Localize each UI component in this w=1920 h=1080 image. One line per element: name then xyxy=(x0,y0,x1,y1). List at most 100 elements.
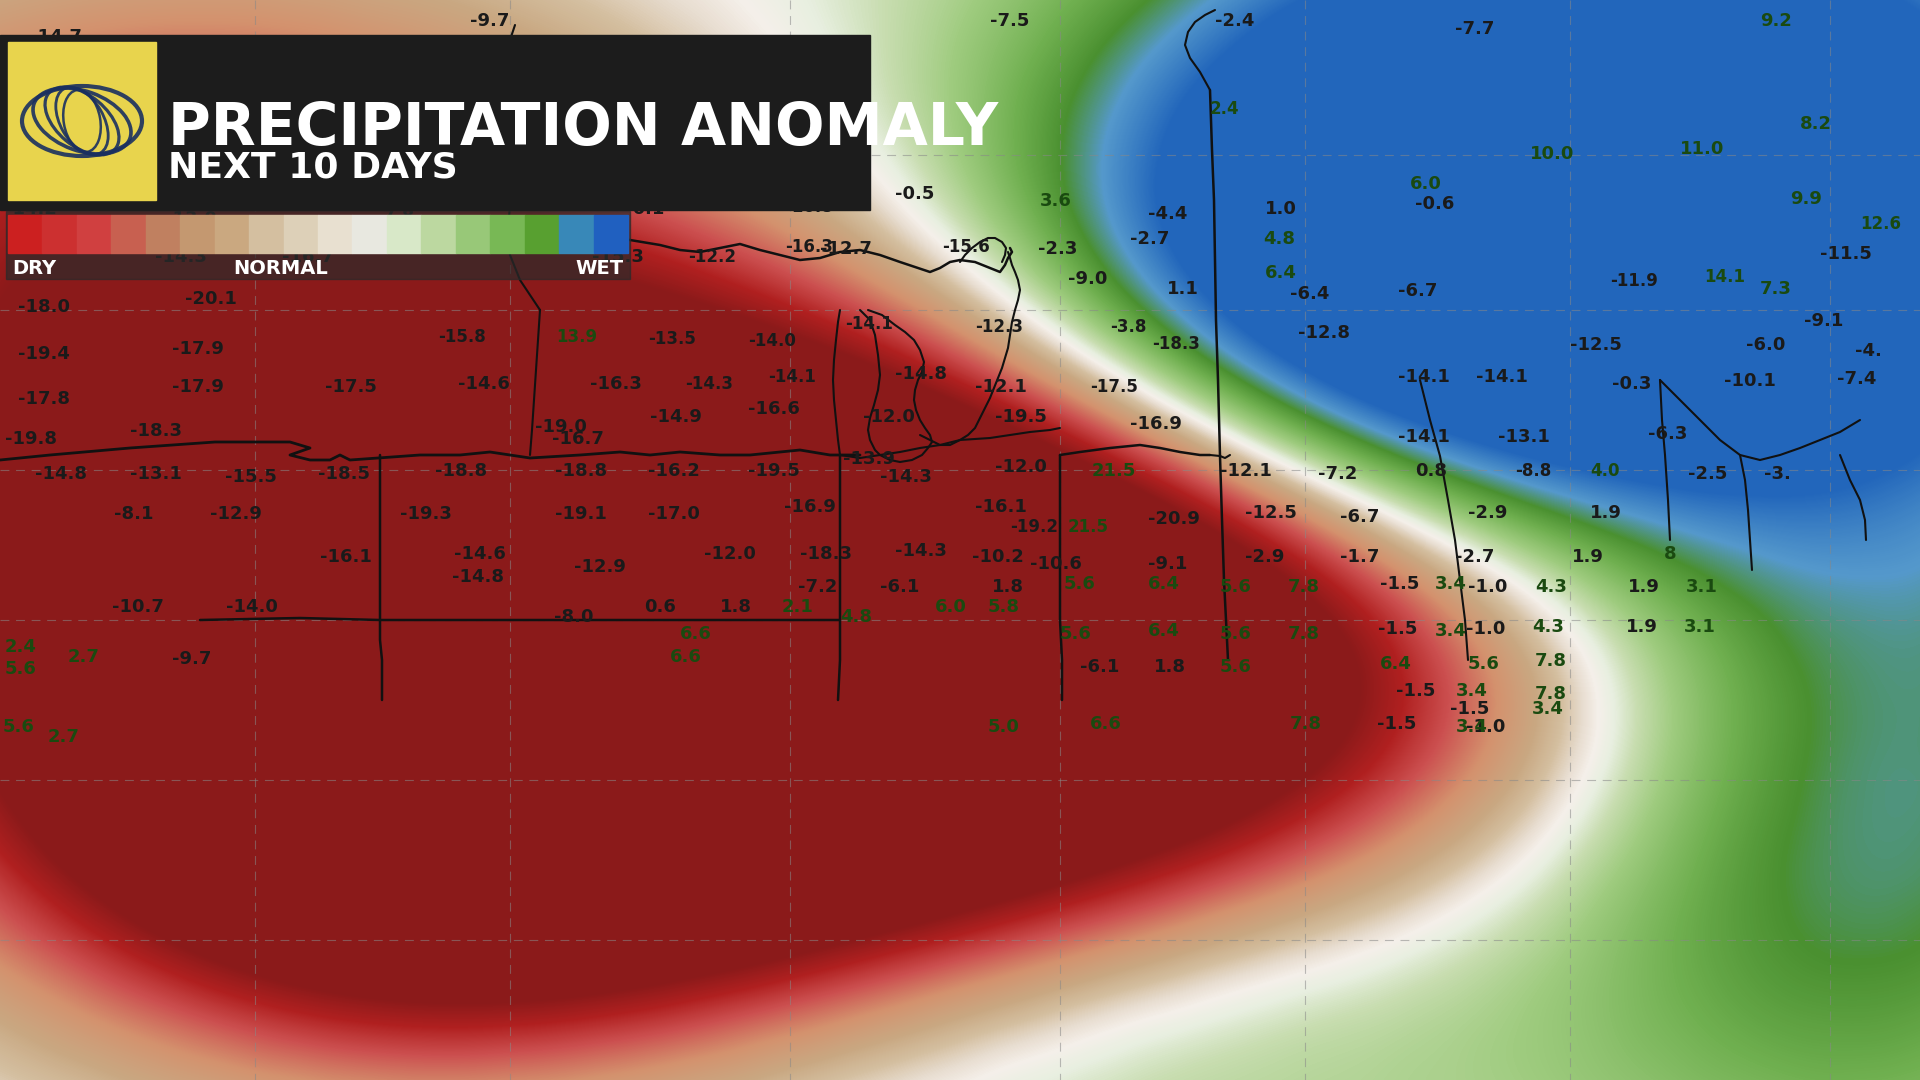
Text: -6.7: -6.7 xyxy=(1340,508,1379,526)
Text: 9.2: 9.2 xyxy=(1761,12,1791,30)
Text: -14.8: -14.8 xyxy=(895,365,947,383)
Text: -9.7: -9.7 xyxy=(173,650,211,669)
Text: -3.8: -3.8 xyxy=(1110,318,1146,336)
Text: 21.5: 21.5 xyxy=(1068,518,1110,536)
Text: 6.6: 6.6 xyxy=(670,648,703,666)
Text: -15.6: -15.6 xyxy=(943,238,989,256)
Text: 0.6: 0.6 xyxy=(643,598,676,616)
Text: 4.0: 4.0 xyxy=(1590,462,1619,480)
Text: 6.4: 6.4 xyxy=(1380,654,1411,673)
Text: -12.9: -12.9 xyxy=(574,558,626,576)
Text: -17.5: -17.5 xyxy=(324,378,376,396)
Text: -14.9: -14.9 xyxy=(651,408,703,426)
Text: 3.6: 3.6 xyxy=(1041,192,1071,210)
Text: -1.5: -1.5 xyxy=(1396,681,1436,700)
Text: -12.5: -12.5 xyxy=(1244,504,1296,522)
Text: -2.9: -2.9 xyxy=(1244,548,1284,566)
Bar xyxy=(353,215,388,253)
Text: -16.6: -16.6 xyxy=(749,400,801,418)
Text: 3.4: 3.4 xyxy=(1532,700,1565,718)
Bar xyxy=(8,215,42,253)
Text: -17.9: -17.9 xyxy=(173,378,225,396)
Text: -14.3: -14.3 xyxy=(895,542,947,561)
Text: -14.8: -14.8 xyxy=(35,465,86,483)
Text: -6.0: -6.0 xyxy=(1745,336,1786,354)
Text: 6.6: 6.6 xyxy=(680,625,712,643)
Text: 6.4: 6.4 xyxy=(1148,622,1181,640)
Bar xyxy=(180,215,215,253)
Text: 4.3: 4.3 xyxy=(1534,578,1567,596)
Text: -19.1: -19.1 xyxy=(555,505,607,523)
Text: NEXT 10 DAYS: NEXT 10 DAYS xyxy=(169,150,457,184)
Text: -16.1: -16.1 xyxy=(975,498,1027,516)
Text: -6.7: -6.7 xyxy=(1398,282,1438,300)
Text: 7.8: 7.8 xyxy=(1534,685,1567,703)
Text: -9.1: -9.1 xyxy=(1148,555,1187,573)
Text: 4.8: 4.8 xyxy=(1263,230,1294,248)
Text: -14.3: -14.3 xyxy=(685,375,733,393)
Text: 4.8: 4.8 xyxy=(841,608,872,626)
Bar xyxy=(524,215,559,253)
Text: -12.2: -12.2 xyxy=(687,248,735,266)
Text: -18.8: -18.8 xyxy=(436,462,488,480)
Text: DRY: DRY xyxy=(12,259,56,278)
Text: 2.1: 2.1 xyxy=(781,598,814,616)
Text: -12.3: -12.3 xyxy=(975,318,1023,336)
Bar xyxy=(0,35,870,210)
Text: -14.6: -14.6 xyxy=(459,375,511,393)
Text: -16.9: -16.9 xyxy=(1131,415,1183,433)
Bar xyxy=(250,215,284,253)
Text: -7.7: -7.7 xyxy=(1455,21,1494,38)
Text: 6.6: 6.6 xyxy=(1091,715,1121,733)
Text: -7.5: -7.5 xyxy=(991,12,1029,30)
Text: -12.0: -12.0 xyxy=(862,408,914,426)
Text: -17.9: -17.9 xyxy=(173,340,225,357)
Text: -14.1: -14.1 xyxy=(768,368,816,386)
Text: -9.1: -9.1 xyxy=(1805,312,1843,330)
Bar xyxy=(455,215,490,253)
Text: -10.7: -10.7 xyxy=(111,598,163,616)
Text: -6.1: -6.1 xyxy=(879,578,920,596)
Text: 13.9: 13.9 xyxy=(557,328,597,346)
Text: -19.4: -19.4 xyxy=(17,345,69,363)
Text: -2.7: -2.7 xyxy=(1455,548,1494,566)
Text: -10.8: -10.8 xyxy=(785,198,833,216)
Text: 3.4: 3.4 xyxy=(1455,681,1488,700)
Text: 2.7: 2.7 xyxy=(48,728,81,746)
Text: -12.9: -12.9 xyxy=(209,505,261,523)
Text: -1.0: -1.0 xyxy=(1469,578,1507,596)
Text: -2.3: -2.3 xyxy=(1039,240,1077,258)
Text: -20.1: -20.1 xyxy=(184,291,236,308)
Text: -12.7: -12.7 xyxy=(820,240,872,258)
Text: -7.4: -7.4 xyxy=(1837,370,1876,388)
Text: 5.0: 5.0 xyxy=(989,718,1020,735)
Text: -11.9: -11.9 xyxy=(1611,272,1657,291)
Text: -1.0: -1.0 xyxy=(1467,620,1505,638)
Text: -14.8: -14.8 xyxy=(15,240,67,258)
Text: 1.9: 1.9 xyxy=(1572,548,1603,566)
Text: -20.9: -20.9 xyxy=(1148,510,1200,528)
Text: -16.9: -16.9 xyxy=(783,498,835,516)
Text: 5.6: 5.6 xyxy=(1219,658,1252,676)
Text: -3.: -3. xyxy=(1764,465,1791,483)
Text: -9.6: -9.6 xyxy=(457,240,495,258)
Text: 1.8: 1.8 xyxy=(993,578,1023,596)
Text: -12.0: -12.0 xyxy=(995,458,1046,476)
Text: -7.2: -7.2 xyxy=(799,578,837,596)
Text: 5.6: 5.6 xyxy=(1469,654,1500,673)
Text: -15.3: -15.3 xyxy=(591,248,643,266)
Text: 3.4: 3.4 xyxy=(1434,622,1467,640)
Text: 6.4: 6.4 xyxy=(1148,575,1181,593)
Text: 5.6: 5.6 xyxy=(1060,625,1092,643)
Bar xyxy=(593,215,628,253)
Text: -6.4: -6.4 xyxy=(1290,285,1329,303)
Text: -0.5: -0.5 xyxy=(895,185,935,203)
Text: PRECIPITATION ANOMALY: PRECIPITATION ANOMALY xyxy=(169,100,998,157)
Text: 8: 8 xyxy=(1665,545,1676,563)
Bar xyxy=(420,215,455,253)
Text: -18.3: -18.3 xyxy=(801,545,852,563)
Text: -16.3: -16.3 xyxy=(785,238,833,256)
Text: -1.5: -1.5 xyxy=(1379,620,1417,638)
Bar xyxy=(6,211,630,279)
Text: -8.0: -8.0 xyxy=(555,608,593,626)
